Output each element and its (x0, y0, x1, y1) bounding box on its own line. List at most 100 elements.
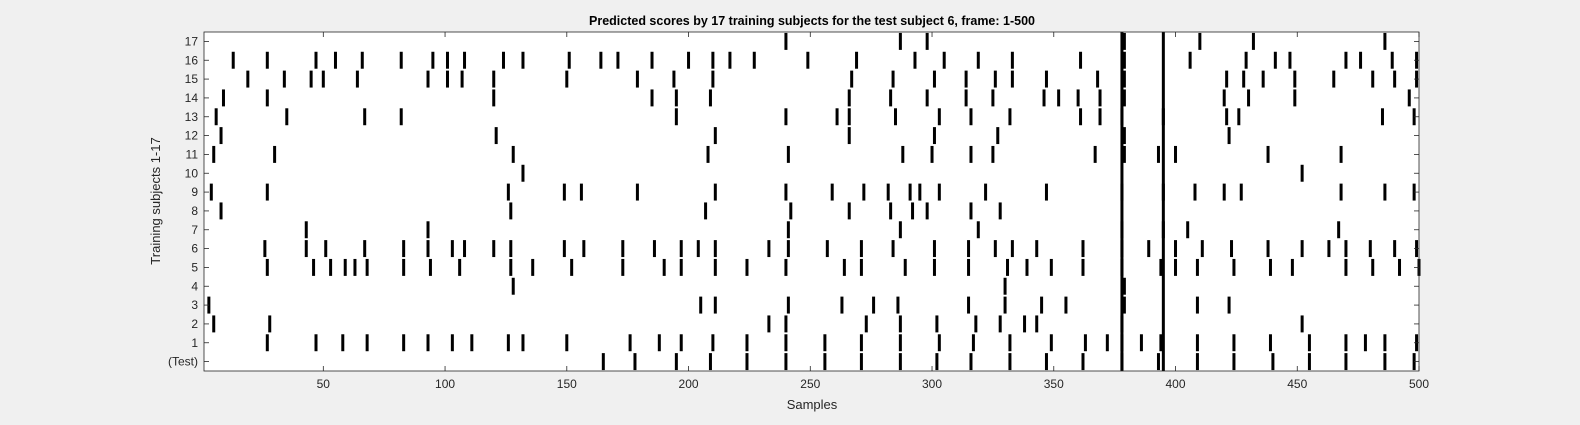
x-tick-label: 300 (922, 377, 942, 391)
event-mark (842, 258, 846, 276)
event-mark (492, 89, 496, 107)
event-mark (214, 108, 218, 126)
event-mark (784, 32, 788, 50)
event-mark (711, 51, 715, 69)
event-mark (1096, 70, 1100, 88)
event-mark (964, 89, 968, 107)
event-mark (360, 51, 364, 69)
event-mark (862, 183, 866, 201)
event-mark (1288, 51, 1292, 69)
event-mark (562, 183, 566, 201)
event-mark (265, 89, 269, 107)
event-mark (343, 258, 347, 276)
event-mark (1035, 240, 1039, 258)
event-mark (599, 51, 603, 69)
event-mark (402, 334, 406, 352)
event-mark (679, 258, 683, 276)
event-mark (567, 51, 571, 69)
event-mark (1188, 51, 1192, 69)
event-mark (1079, 108, 1083, 126)
event-mark (511, 145, 515, 163)
event-mark (847, 108, 851, 126)
event-mark (847, 89, 851, 107)
event-mark (713, 127, 717, 145)
raster-row (601, 353, 1416, 371)
event-mark (1225, 70, 1229, 88)
event-mark (1307, 334, 1311, 352)
y-tick-label: 5 (191, 260, 198, 274)
event-mark (428, 258, 432, 276)
event-mark (932, 127, 936, 145)
event-mark (662, 258, 666, 276)
event-mark (1339, 145, 1343, 163)
event-mark (1368, 240, 1372, 258)
event-mark (825, 240, 829, 258)
y-axis-label: Training subjects 1-17 (148, 137, 163, 264)
event-mark (918, 183, 922, 201)
event-mark (458, 258, 462, 276)
event-mark (896, 296, 900, 314)
event-mark (784, 334, 788, 352)
event-mark (696, 240, 700, 258)
event-mark (1122, 51, 1126, 69)
event-mark (570, 258, 574, 276)
event-mark (674, 108, 678, 126)
event-mark (1049, 334, 1053, 352)
event-mark (221, 89, 225, 107)
event-mark (1195, 353, 1199, 371)
event-mark (1300, 315, 1304, 333)
event-mark (1251, 32, 1255, 50)
event-mark (932, 258, 936, 276)
event-mark (1098, 108, 1102, 126)
event-mark (1025, 258, 1029, 276)
event-mark (1390, 51, 1394, 69)
event-mark (908, 183, 912, 201)
event-mark (463, 240, 467, 258)
event-mark (616, 51, 620, 69)
event-mark (273, 145, 277, 163)
event-mark (509, 240, 513, 258)
event-mark (932, 240, 936, 258)
event-mark (1159, 258, 1163, 276)
event-mark (903, 258, 907, 276)
y-tick-label: 12 (185, 129, 199, 143)
event-mark (1174, 258, 1178, 276)
event-mark (1008, 353, 1012, 371)
event-mark (1122, 296, 1126, 314)
event-mark (898, 315, 902, 333)
event-mark (1332, 70, 1336, 88)
event-mark (998, 202, 1002, 220)
event-mark (925, 89, 929, 107)
event-mark (1079, 51, 1083, 69)
event-mark (1232, 334, 1236, 352)
y-tick-label: 8 (191, 204, 198, 218)
raster-row (521, 164, 1304, 182)
event-mark (445, 51, 449, 69)
event-mark (621, 240, 625, 258)
event-mark (265, 51, 269, 69)
raster-row (246, 70, 1419, 88)
event-mark (1081, 258, 1085, 276)
event-mark (1098, 89, 1102, 107)
event-mark (1195, 296, 1199, 314)
event-mark (399, 51, 403, 69)
event-mark (1344, 353, 1348, 371)
event-mark (324, 240, 328, 258)
event-mark (1156, 353, 1160, 371)
y-tick-label: 3 (191, 298, 198, 312)
event-mark (506, 183, 510, 201)
event-mark (889, 202, 893, 220)
x-axis: 50 100 150 200 250 300 350 400 450 500 (317, 32, 1429, 391)
event-mark (1383, 334, 1387, 352)
event-mark (674, 89, 678, 107)
event-mark (621, 258, 625, 276)
event-mark (1393, 240, 1397, 258)
event-mark (711, 334, 715, 352)
event-mark (967, 296, 971, 314)
y-tick-label: 4 (191, 279, 198, 293)
plot-area (204, 32, 1419, 371)
event-mark (784, 353, 788, 371)
event-mark (823, 334, 827, 352)
event-mark (886, 183, 890, 201)
